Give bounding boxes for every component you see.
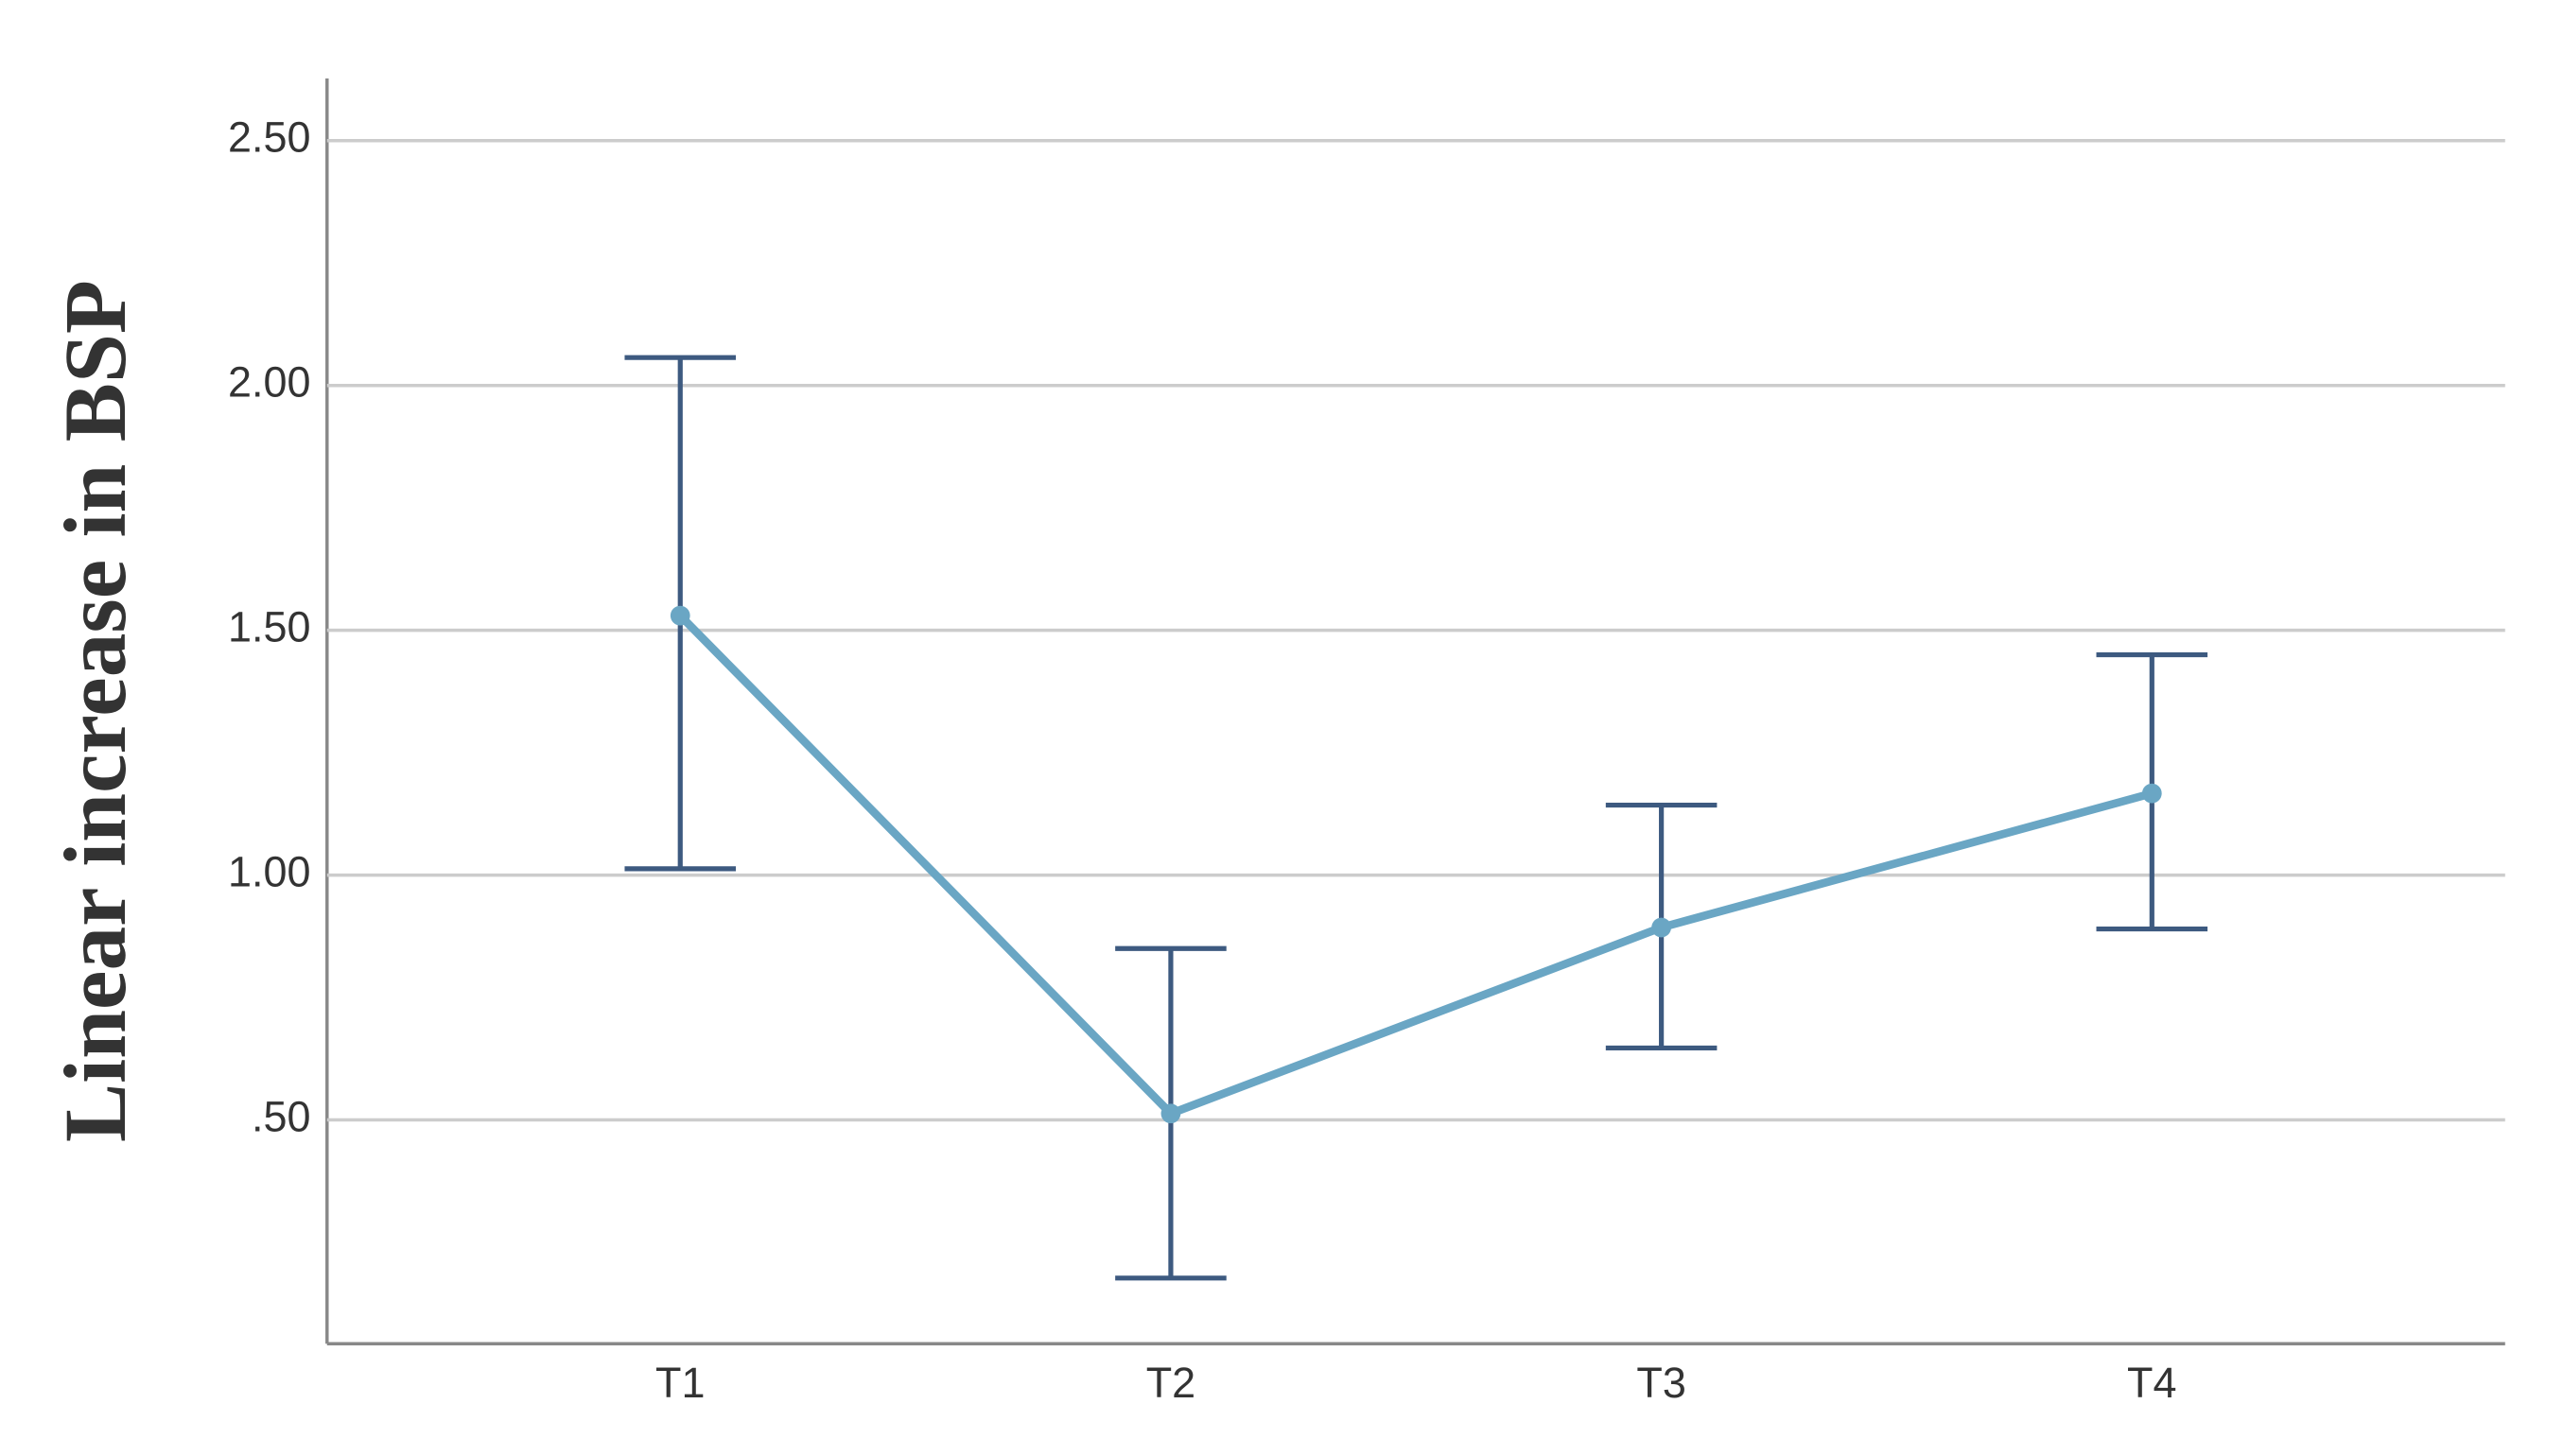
data-point — [670, 605, 690, 626]
data-point — [1651, 917, 1671, 938]
data-line — [677, 613, 2154, 1118]
y-tick-label: 2.00 — [228, 358, 310, 407]
x-tick-label: T1 — [655, 1359, 705, 1407]
x-tick-label: T3 — [1636, 1359, 1685, 1407]
y-tick-label: 1.00 — [228, 847, 310, 895]
y-tick-label: 1.50 — [228, 603, 310, 651]
y-tick-label: 2.50 — [228, 113, 310, 162]
data-point — [2141, 783, 2162, 804]
y-tick-label: .50 — [252, 1092, 310, 1140]
x-tick-label: T2 — [1146, 1359, 1195, 1407]
x-tick-label: T4 — [2127, 1359, 2176, 1407]
data-point — [1160, 1103, 1181, 1124]
y-axis-label: Linear increase in BSP — [47, 280, 145, 1142]
